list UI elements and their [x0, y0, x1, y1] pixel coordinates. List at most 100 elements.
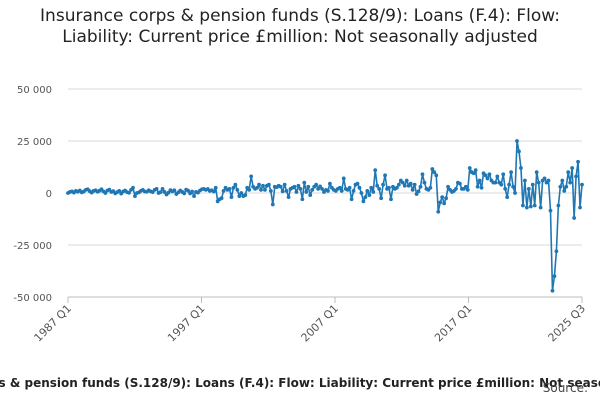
data-point[interactable]: [247, 187, 252, 192]
data-point[interactable]: [239, 191, 244, 195]
data-point[interactable]: [373, 168, 378, 173]
data-point[interactable]: [483, 173, 488, 178]
data-point[interactable]: [564, 184, 569, 189]
data-point[interactable]: [300, 197, 305, 202]
data-point[interactable]: [568, 180, 573, 185]
data-point[interactable]: [442, 201, 447, 206]
data-point[interactable]: [363, 195, 368, 200]
data-point[interactable]: [347, 185, 352, 190]
data-point[interactable]: [361, 199, 366, 204]
data-point[interactable]: [463, 184, 468, 189]
data-point[interactable]: [521, 203, 525, 208]
data-point[interactable]: [367, 193, 372, 197]
data-point[interactable]: [420, 172, 425, 177]
data-point[interactable]: [570, 166, 575, 170]
data-point[interactable]: [408, 181, 413, 186]
data-point[interactable]: [278, 184, 283, 189]
data-point[interactable]: [394, 185, 399, 190]
data-point[interactable]: [219, 196, 224, 201]
data-point[interactable]: [154, 186, 159, 191]
data-point[interactable]: [446, 184, 450, 189]
data-point[interactable]: [410, 187, 415, 192]
data-point[interactable]: [351, 189, 356, 193]
data-point[interactable]: [389, 197, 393, 202]
data-point[interactable]: [536, 180, 541, 185]
data-point[interactable]: [213, 185, 218, 190]
data-point[interactable]: [404, 178, 409, 183]
data-point[interactable]: [534, 170, 539, 175]
data-point[interactable]: [268, 189, 273, 193]
data-point[interactable]: [270, 202, 275, 207]
data-point[interactable]: [552, 274, 557, 279]
data-point[interactable]: [221, 189, 226, 193]
data-point[interactable]: [292, 184, 297, 189]
data-point[interactable]: [314, 182, 319, 187]
data-point[interactable]: [328, 181, 332, 186]
data-point[interactable]: [302, 180, 307, 185]
data-point[interactable]: [127, 190, 131, 195]
data-point[interactable]: [513, 191, 517, 195]
data-point[interactable]: [560, 178, 565, 183]
data-point[interactable]: [499, 182, 504, 187]
data-point[interactable]: [266, 182, 271, 187]
data-point[interactable]: [235, 187, 240, 192]
data-point[interactable]: [477, 178, 482, 183]
data-point[interactable]: [511, 184, 515, 189]
data-point[interactable]: [375, 183, 380, 188]
data-point[interactable]: [259, 187, 263, 192]
data-point[interactable]: [158, 190, 163, 195]
data-point[interactable]: [416, 189, 421, 194]
data-point[interactable]: [381, 182, 385, 187]
data-point[interactable]: [558, 184, 563, 189]
data-point[interactable]: [473, 168, 478, 173]
data-point[interactable]: [377, 186, 382, 191]
data-point[interactable]: [371, 190, 376, 194]
data-point[interactable]: [554, 249, 559, 254]
data-point[interactable]: [326, 189, 330, 193]
data-point[interactable]: [572, 216, 577, 220]
data-point[interactable]: [296, 183, 301, 188]
data-point[interactable]: [501, 172, 506, 177]
data-point[interactable]: [556, 203, 561, 208]
data-point[interactable]: [438, 200, 443, 205]
data-point[interactable]: [515, 139, 519, 143]
data-point[interactable]: [310, 187, 315, 192]
data-point[interactable]: [229, 195, 234, 200]
data-point[interactable]: [538, 205, 543, 210]
data-point[interactable]: [574, 174, 578, 179]
data-point[interactable]: [402, 183, 407, 188]
data-point[interactable]: [379, 196, 384, 201]
data-point[interactable]: [440, 195, 445, 200]
data-point[interactable]: [485, 176, 490, 181]
data-point[interactable]: [495, 174, 500, 179]
data-point[interactable]: [509, 170, 513, 175]
data-point[interactable]: [436, 209, 441, 214]
data-point[interactable]: [505, 195, 510, 200]
data-point[interactable]: [320, 186, 324, 191]
data-point[interactable]: [294, 190, 299, 194]
data-point[interactable]: [432, 170, 437, 175]
data-point[interactable]: [487, 172, 492, 177]
data-point[interactable]: [263, 187, 267, 192]
data-point[interactable]: [117, 189, 122, 193]
data-point[interactable]: [359, 191, 364, 195]
data-point[interactable]: [465, 187, 470, 192]
data-point[interactable]: [357, 185, 362, 190]
data-point[interactable]: [131, 185, 135, 190]
data-point[interactable]: [369, 185, 374, 190]
data-point[interactable]: [341, 176, 346, 181]
data-point[interactable]: [562, 189, 567, 193]
data-point[interactable]: [522, 178, 527, 183]
data-point[interactable]: [257, 182, 261, 187]
data-point[interactable]: [286, 195, 291, 200]
data-point[interactable]: [337, 185, 342, 190]
data-point[interactable]: [166, 190, 171, 195]
data-point[interactable]: [182, 191, 187, 196]
data-point[interactable]: [261, 183, 265, 188]
data-point[interactable]: [231, 185, 236, 190]
data-point[interactable]: [414, 192, 419, 196]
data-point[interactable]: [503, 186, 508, 191]
data-point[interactable]: [548, 208, 553, 213]
data-point[interactable]: [418, 184, 423, 189]
data-point[interactable]: [160, 186, 165, 191]
